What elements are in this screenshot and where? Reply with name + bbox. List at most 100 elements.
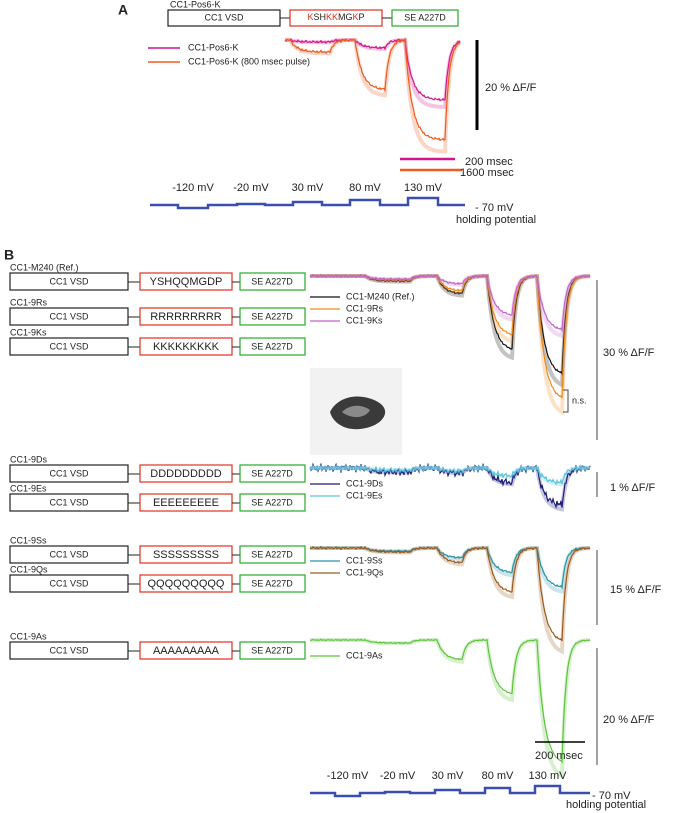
voltage-protocol	[310, 784, 590, 798]
time-label: 200 msec	[535, 750, 583, 762]
voltage-label: -120 mV	[327, 770, 369, 782]
box	[239, 307, 306, 326]
linker-label: RRRRRRRRR	[150, 311, 222, 323]
linker-segment: MG	[338, 12, 353, 22]
linker-label: YSHQQMGDP	[150, 276, 223, 288]
box	[239, 272, 306, 291]
voltage-label: 30 mV	[292, 182, 324, 194]
legend-label: CC1-9Ks	[346, 315, 383, 325]
holding-label: holding potential	[456, 214, 536, 226]
voltage-label: 130 mV	[529, 770, 568, 782]
linker-segment: SH	[313, 12, 326, 22]
cell-core	[342, 405, 370, 418]
voltage-label: 80 mV	[349, 182, 381, 194]
legend-label: CC1-9Qs	[346, 567, 384, 577]
box	[239, 337, 306, 356]
linker-segment: K	[307, 12, 313, 22]
legend-label: CC1-9Rs	[346, 303, 384, 313]
time-label: 1600 msec	[460, 167, 514, 179]
scale-label: 30 % ΔF/F	[603, 347, 655, 359]
scale-label: 20 % ΔF/F	[603, 714, 655, 726]
voltage-label: 30 mV	[432, 770, 464, 782]
box	[239, 493, 306, 512]
panel-label: A	[118, 2, 128, 18]
construct-name: CC1-Pos6-K	[170, 0, 221, 9]
voltage-label: -120 mV	[172, 182, 214, 194]
legend-label: CC1-9Ds	[346, 478, 384, 488]
time-label: 200 msec	[465, 156, 513, 168]
fp-label: SE A227D	[251, 341, 293, 351]
linker-label: DDDDDDDDD	[150, 468, 222, 480]
box	[239, 641, 306, 660]
scale-label: 1 % ΔF/F	[610, 482, 656, 494]
bracket	[563, 389, 569, 413]
voltage-label: -20 mV	[380, 770, 416, 782]
box	[391, 9, 459, 27]
box	[239, 545, 306, 564]
fp-label: SE A227D	[251, 645, 293, 655]
construct-name: CC1-M240 (Ref.)	[10, 262, 79, 272]
linker-segment: P	[359, 12, 365, 22]
linker-label: QQQQQQQQQ	[147, 578, 224, 590]
trace	[284, 37, 461, 142]
legend-label: CC1-M240 (Ref.)	[346, 291, 415, 301]
fp-label: SE A227D	[251, 578, 293, 588]
fp-label: SE A227D	[251, 468, 293, 478]
trace	[309, 463, 591, 486]
linker-label: AAAAAAAAA	[153, 645, 220, 657]
voltage-label: 80 mV	[482, 770, 514, 782]
legend-label: CC1-9Ss	[346, 555, 383, 565]
trace	[309, 638, 591, 764]
construct-name: CC1-9Es	[10, 483, 47, 493]
linker-segment: KK	[326, 12, 338, 22]
vsd-label: CC1 VSD	[49, 341, 89, 351]
panel-label: B	[4, 247, 14, 263]
fp-label: SE A227D	[251, 311, 293, 321]
vsd-label: CC1 VSD	[49, 497, 89, 507]
vsd-label: CC1 VSD	[49, 468, 89, 478]
linker-segment: K	[353, 12, 359, 22]
construct-name: CC1-9Qs	[10, 564, 48, 574]
scale-label: 15 % ΔF/F	[610, 584, 662, 596]
voltage-label: -20 mV	[233, 182, 269, 194]
trace-band	[310, 466, 590, 512]
construct-name: CC1-9Ks	[10, 327, 47, 337]
vsd-label: CC1 VSD	[49, 549, 89, 559]
vsd-label: CC1 VSD	[49, 578, 89, 588]
construct-name: CC1-9Rs	[10, 297, 48, 307]
linker-label: KSHKKMGKP	[307, 12, 364, 22]
trace	[309, 273, 591, 333]
vsd-label: CC1 VSD	[49, 311, 89, 321]
voltage-protocol	[150, 196, 465, 210]
legend-label: CC1-Pos6-K (800 msec pulse)	[188, 56, 310, 66]
box	[239, 464, 306, 483]
fp-label: SE A227D	[251, 549, 293, 559]
trace-band	[285, 38, 462, 154]
holding-label: holding potential	[566, 799, 646, 811]
fp-label: SE A227D	[251, 276, 293, 286]
construct-name: CC1-9Ss	[10, 535, 47, 545]
fp-label: SE A227D	[404, 12, 446, 22]
holding-voltage: - 70 mV	[475, 202, 514, 214]
legend-label: CC1-9Es	[346, 490, 383, 500]
fp-label: SE A227D	[251, 497, 293, 507]
box	[239, 574, 306, 593]
trace-band	[285, 38, 461, 110]
linker-label: EEEEEEEEE	[153, 497, 219, 509]
legend-label: CC1-Pos6-K	[188, 42, 239, 52]
construct-name: CC1-9Ds	[10, 454, 48, 464]
scale-label: 20 % ΔF/F	[485, 82, 537, 94]
linker-label: KKKKKKKKK	[153, 341, 220, 353]
vsd-label: CC1 VSD	[49, 276, 89, 286]
vsd-label: CC1 VSD	[204, 12, 244, 22]
construct-name: CC1-9As	[10, 631, 47, 641]
trace	[309, 545, 591, 642]
linker-label: SSSSSSSSS	[153, 549, 219, 561]
vsd-label: CC1 VSD	[49, 645, 89, 655]
trace	[284, 37, 461, 102]
legend-label: CC1-9As	[346, 650, 383, 660]
note: n.s.	[572, 395, 587, 405]
voltage-label: 130 mV	[404, 182, 443, 194]
holding-voltage: - 70 mV	[592, 790, 631, 802]
